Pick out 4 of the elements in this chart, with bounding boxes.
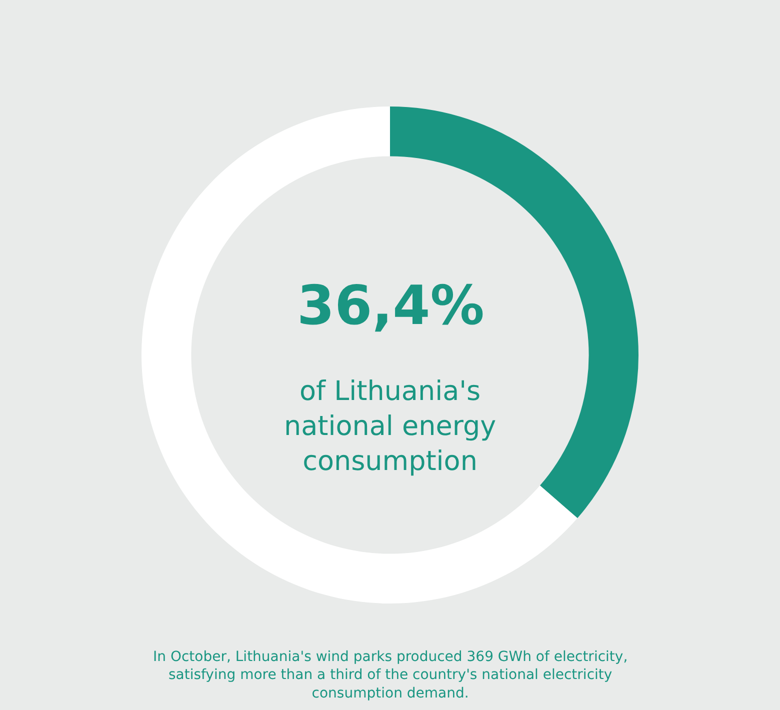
donut-slice — [142, 106, 578, 604]
text: of Lithuania's national energy consumption — [284, 376, 496, 478]
text: In October, Lithuania's wind parks produced 369 GWh of electricity, satisfying more than a third of the country's national electricity consumption demand. — [153, 649, 628, 702]
text: 36,4% — [297, 274, 484, 337]
